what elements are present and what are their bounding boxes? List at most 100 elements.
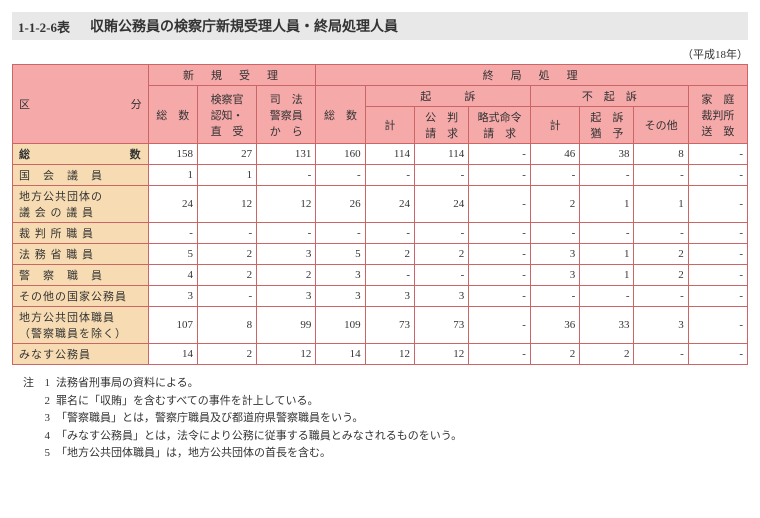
cell: 2 — [634, 244, 688, 265]
cell: 12 — [415, 344, 469, 365]
note-row: 4「みなす公務員」とは，法令により公務に従事する職員とみなされるものをいう。 — [12, 428, 748, 446]
cell: 1 — [580, 186, 634, 223]
cell: - — [415, 265, 469, 286]
cell: 114 — [365, 144, 414, 165]
page-title: 収賄公務員の検察庁新規受理人員・終局処理人員 — [90, 16, 398, 36]
cell: - — [580, 165, 634, 186]
cell: 73 — [365, 307, 414, 344]
title-bar: 1-1-2-6表 収賄公務員の検察庁新規受理人員・終局処理人員 — [12, 12, 748, 40]
col-kisoyuyo: 起 訴猶 予 — [580, 107, 634, 144]
col-kensatsukan: 検察官認知・直 受 — [197, 86, 256, 144]
cell: 5 — [148, 244, 197, 265]
cell: 5 — [316, 244, 365, 265]
cell: 131 — [257, 144, 316, 165]
row-label: 総 数 — [13, 144, 149, 165]
cell: 114 — [415, 144, 469, 165]
cell: 109 — [316, 307, 365, 344]
cell: 27 — [197, 144, 256, 165]
cell: - — [469, 307, 531, 344]
note-index: 2 — [34, 393, 56, 411]
cell: 33 — [580, 307, 634, 344]
col-kiso: 起 訴 — [365, 86, 530, 107]
cell: 12 — [257, 344, 316, 365]
cell: 24 — [415, 186, 469, 223]
cell: 2 — [197, 265, 256, 286]
cell: 8 — [634, 144, 688, 165]
cell: 24 — [365, 186, 414, 223]
data-table: 区 分 新 規 受 理 終 局 処 理 総 数 検察官認知・直 受 司 法警察員… — [12, 64, 748, 365]
cell: 3 — [148, 286, 197, 307]
cell: 46 — [530, 144, 579, 165]
table-row: 総 数15827131160114114-46388- — [13, 144, 748, 165]
col-sousuu1: 総 数 — [148, 86, 197, 144]
table-row: みなす公務員14212141212-22-- — [13, 344, 748, 365]
cell: - — [415, 165, 469, 186]
cell: - — [365, 165, 414, 186]
cell: 2 — [415, 244, 469, 265]
cell: 26 — [316, 186, 365, 223]
col-ryakushiki: 略式命令請 求 — [469, 107, 531, 144]
cell: 160 — [316, 144, 365, 165]
cell: 3 — [257, 244, 316, 265]
cell: 1 — [580, 265, 634, 286]
table-row: 地方公共団体の議 会 の 議 員241212262424-211- — [13, 186, 748, 223]
cell: 2 — [580, 344, 634, 365]
note-lead — [12, 428, 34, 446]
note-index: 1 — [34, 375, 56, 393]
cell: 1 — [580, 244, 634, 265]
note-index: 5 — [34, 445, 56, 463]
cell: 4 — [148, 265, 197, 286]
cell: 1 — [634, 186, 688, 223]
cell: 73 — [415, 307, 469, 344]
cell: 3 — [530, 265, 579, 286]
cell: - — [688, 244, 747, 265]
cell: 2 — [530, 186, 579, 223]
cell: 3 — [634, 307, 688, 344]
row-label: 警 察 職 員 — [13, 265, 149, 286]
cell: 2 — [257, 265, 316, 286]
cell: 24 — [148, 186, 197, 223]
col-sonota: その他 — [634, 107, 688, 144]
cell: 3 — [316, 286, 365, 307]
row-label: 法 務 省 職 員 — [13, 244, 149, 265]
row-label: 地方公共団体の議 会 の 議 員 — [13, 186, 149, 223]
cell: - — [580, 286, 634, 307]
cell: - — [530, 223, 579, 244]
cell: - — [365, 223, 414, 244]
cell: 3 — [257, 286, 316, 307]
note-text: 「みなす公務員」とは，法令により公務に従事する職員とみなされるものをいう。 — [56, 428, 462, 446]
cell: 3 — [316, 265, 365, 286]
note-row: 2罪名に「収賄」を含むすべての事件を計上している。 — [12, 393, 748, 411]
row-label: その他の国家公務員 — [13, 286, 149, 307]
row-label: みなす公務員 — [13, 344, 149, 365]
cell: 107 — [148, 307, 197, 344]
cell: 2 — [197, 244, 256, 265]
cell: 3 — [530, 244, 579, 265]
year-note: （平成18年） — [12, 46, 748, 62]
cell: - — [634, 344, 688, 365]
cell: 8 — [197, 307, 256, 344]
note-row: 3「警察職員」とは，警察庁職員及び都道府県警察職員をいう。 — [12, 410, 748, 428]
note-text: 「地方公共団体職員」は，地方公共団体の首長を含む。 — [56, 445, 331, 463]
cell: - — [365, 265, 414, 286]
cell: 2 — [634, 265, 688, 286]
col-kubun: 区 分 — [13, 65, 149, 144]
cell: 36 — [530, 307, 579, 344]
cell: - — [415, 223, 469, 244]
note-lead — [12, 393, 34, 411]
cell: - — [688, 223, 747, 244]
row-label: 国 会 議 員 — [13, 165, 149, 186]
cell: 2 — [530, 344, 579, 365]
note-index: 4 — [34, 428, 56, 446]
notes: 注1法務省刑事局の資料による。2罪名に「収賄」を含むすべての事件を計上している。… — [12, 375, 748, 463]
note-lead — [12, 410, 34, 428]
table-row: 警 察 職 員4223---312- — [13, 265, 748, 286]
col-shinki: 新 規 受 理 — [148, 65, 316, 86]
cell: - — [634, 165, 688, 186]
note-lead: 注 — [12, 375, 34, 393]
cell: 14 — [316, 344, 365, 365]
row-label: 地方公共団体職員（警察職員を除く） — [13, 307, 149, 344]
table-row: 裁 判 所 職 員----------- — [13, 223, 748, 244]
note-row: 5「地方公共団体職員」は，地方公共団体の首長を含む。 — [12, 445, 748, 463]
cell: - — [688, 165, 747, 186]
